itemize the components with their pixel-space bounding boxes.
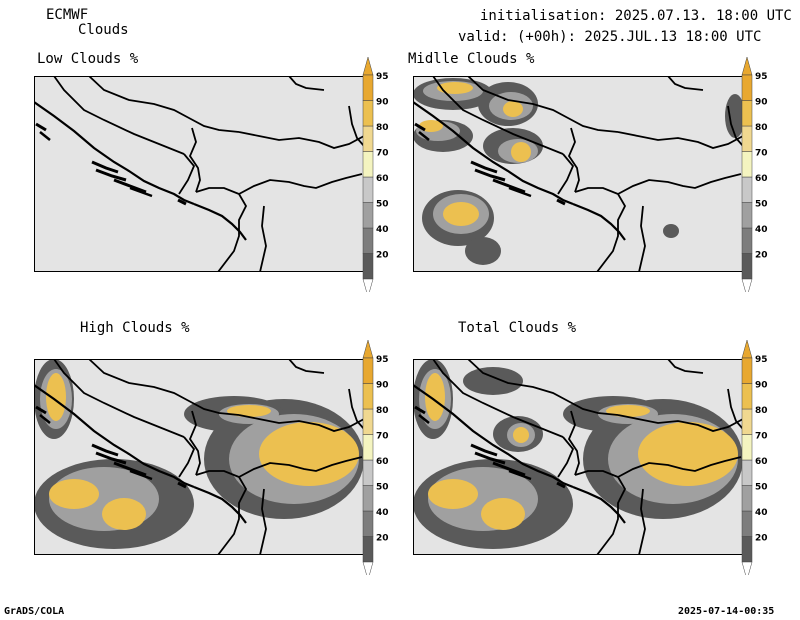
colorbar-segment [362, 357, 374, 384]
colorbar-segment [362, 253, 374, 280]
colorbar-tick-label: 60 [376, 457, 389, 467]
colorbar-tick-label: 40 [376, 225, 389, 235]
footer-timestamp: 2025-07-14-00:35 [678, 606, 775, 617]
colorbar-bottom-arrow [741, 278, 753, 292]
colorbar-tick-label: 95 [376, 72, 389, 82]
colorbar-segment [362, 383, 374, 410]
colorbar-top-arrow [741, 57, 753, 76]
colorbar-segment [741, 202, 753, 229]
colorbar-tick-label: 40 [755, 508, 768, 518]
colorbar-tick-label: 80 [376, 123, 389, 133]
colorbar-segment [741, 125, 753, 152]
colorbar-tick-label: 50 [376, 200, 389, 210]
colorbar-segment [741, 434, 753, 461]
colorbar-segment [362, 510, 374, 537]
colorbar-segment [741, 74, 753, 101]
colorbar-tick-label: 90 [376, 381, 389, 391]
colorbar-tick-label: 20 [755, 534, 768, 544]
colorbar-tick-label: 40 [376, 508, 389, 518]
map-middle-clouds [413, 76, 743, 272]
colorbar-tick-label: 50 [755, 200, 768, 210]
colorbar-segment [741, 176, 753, 203]
panel-title-total: Total Clouds % [458, 320, 577, 336]
colorbar-segment [741, 408, 753, 435]
colorbar-tick-label: 50 [755, 483, 768, 493]
map-total-clouds [413, 359, 743, 555]
colorbar-segment [741, 485, 753, 512]
colorbar-middle: 20 40 50 60 70 80 90 95 [741, 57, 768, 292]
colorbar-tick-label: 20 [376, 534, 389, 544]
colorbar-tick-label: 70 [376, 149, 389, 159]
model-name: ECMWF [46, 7, 89, 23]
colorbar-segment [362, 74, 374, 101]
map-high-clouds [34, 359, 364, 555]
colorbar-segment [362, 176, 374, 203]
colorbar-segment [362, 434, 374, 461]
map-low-clouds [34, 76, 364, 272]
colorbar-tick-label: 90 [755, 98, 768, 108]
footer-software: GrADS/COLA [4, 606, 65, 617]
colorbar-bottom-arrow [362, 278, 374, 292]
colorbar-tick-label: 80 [376, 406, 389, 416]
colorbar-segment [362, 202, 374, 229]
colorbar-segment [362, 125, 374, 152]
colorbar-tick-label: 80 [755, 406, 768, 416]
panel-title-high: High Clouds % [80, 320, 190, 336]
colorbar-segment [741, 253, 753, 280]
colorbar-segment [741, 510, 753, 537]
colorbar-tick-label: 95 [376, 355, 389, 365]
colorbar-tick-label: 90 [376, 98, 389, 108]
colorbar-tick-label: 80 [755, 123, 768, 133]
colorbar-segment [362, 459, 374, 486]
colorbar-bottom-arrow [362, 561, 374, 575]
colorbar-tick-label: 20 [755, 251, 768, 261]
product-name: Clouds [78, 22, 129, 38]
colorbar-tick-label: 40 [755, 225, 768, 235]
init-time: initialisation: 2025.07.13. 18:00 UTC [480, 8, 792, 24]
colorbar-top-arrow [362, 57, 374, 76]
colorbar-tick-label: 70 [755, 432, 768, 442]
colorbar-segment [741, 100, 753, 127]
colorbar-total: 20 40 50 60 70 80 90 95 [741, 340, 768, 575]
colorbar-low: 20 40 50 60 70 80 90 95 [362, 57, 389, 292]
colorbar-tick-label: 50 [376, 483, 389, 493]
colorbar-segment [362, 485, 374, 512]
colorbar-tick-label: 70 [755, 149, 768, 159]
colorbar-segment [362, 408, 374, 435]
colorbar-segment [741, 383, 753, 410]
colorbar-top-arrow [741, 340, 753, 359]
colorbar-segment [362, 151, 374, 178]
colorbar-tick-label: 70 [376, 432, 389, 442]
colorbar-segment [362, 536, 374, 563]
valid-time: valid: (+00h): 2025.JUL.13 18:00 UTC [458, 29, 762, 45]
colorbar-segment [362, 100, 374, 127]
colorbar-segment [741, 151, 753, 178]
colorbar-tick-label: 60 [376, 174, 389, 184]
colorbar-segment [362, 227, 374, 254]
colorbar-top-arrow [362, 340, 374, 359]
colorbar-tick-label: 95 [755, 72, 768, 82]
colorbar-segment [741, 357, 753, 384]
colorbar-tick-label: 95 [755, 355, 768, 365]
colorbar-high: 20 40 50 60 70 80 90 95 [362, 340, 389, 575]
colorbar-segment [741, 227, 753, 254]
colorbar-tick-label: 60 [755, 457, 768, 467]
panel-title-low: Low Clouds % [37, 51, 139, 67]
colorbar-segment [741, 459, 753, 486]
colorbar-tick-label: 60 [755, 174, 768, 184]
colorbar-tick-label: 20 [376, 251, 389, 261]
colorbar-tick-label: 90 [755, 381, 768, 391]
panel-title-middle: Midlle Clouds % [408, 51, 535, 67]
colorbar-segment [741, 536, 753, 563]
colorbar-bottom-arrow [741, 561, 753, 575]
